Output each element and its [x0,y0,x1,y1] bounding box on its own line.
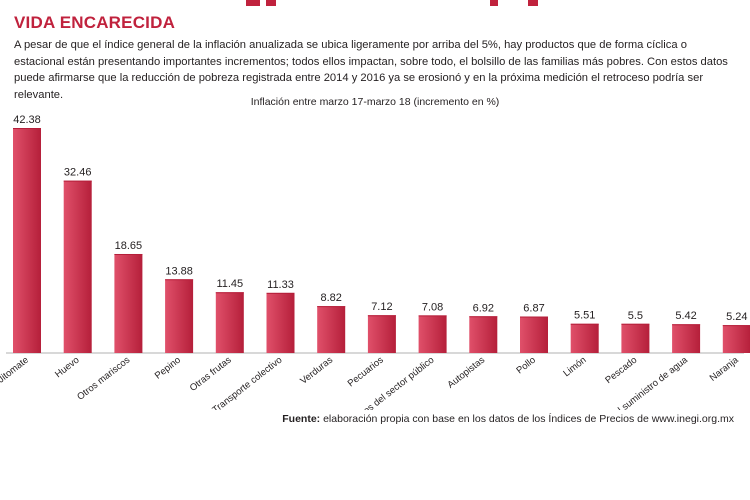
bar [317,306,346,353]
bar [418,315,447,353]
bar [621,323,650,353]
bar-value-label: 11.45 [216,278,243,290]
bar [367,315,396,353]
top-cropped-banner [0,0,750,6]
category-label: Pollo [514,355,537,377]
bar-value-label: 42.38 [13,114,41,126]
bar-value-label: 8.82 [320,292,341,304]
bar [266,292,295,353]
category-label: Naranja [708,354,742,384]
category-label: Huevo [53,355,81,381]
bar-value-label: 13.88 [165,265,193,277]
bar-value-label: 5.24 [726,311,747,323]
category-label: Autopistas [445,355,487,391]
bar [570,323,599,353]
bar-value-label: 32.46 [64,167,92,179]
bar-value-label: 5.51 [574,310,595,322]
intro-paragraph: A pesar de que el índice general de la i… [14,39,728,101]
bar-value-label: 6.87 [523,303,544,315]
bar [114,253,143,353]
bar-value-label: 7.08 [422,301,443,313]
bar-value-label: 6.92 [473,302,494,314]
bar-value-label: 18.65 [115,240,143,252]
bar [520,316,548,353]
category-label: Otras frutas [188,355,234,394]
source-text: elaboración propia con base en los datos… [323,413,734,425]
category-label: Limón [561,355,588,380]
bar-value-label: 5.5 [628,310,643,322]
bar-value-label: 5.42 [675,310,696,322]
bar [215,292,244,353]
bar [63,180,92,353]
category-label: Verduras [298,355,335,387]
category-label: Pecuarios [346,355,386,390]
bar [165,279,194,353]
bar-value-label: 11.33 [267,279,294,291]
bar [722,325,750,353]
bar [13,128,41,353]
bar-chart: 42.38 Jitomate 32.46 Huevo 18.65 Otros marisc… [0,114,750,410]
bar-value-label: 7.12 [371,301,392,313]
bar [469,316,498,353]
category-label: Jitomate [0,355,31,386]
category-label: Pescado [603,355,639,386]
category-label: Otros mariscos [75,355,132,403]
source-note: Fuente: elaboración propia con base en l… [282,413,734,425]
source-label: Fuente: [282,413,321,425]
category-label: Pepino [153,355,183,382]
headline: VIDA ENCARECIDA [14,13,176,32]
bar [672,324,701,353]
chart-title: Inflación entre marzo 17-marzo 18 (incre… [250,96,500,108]
